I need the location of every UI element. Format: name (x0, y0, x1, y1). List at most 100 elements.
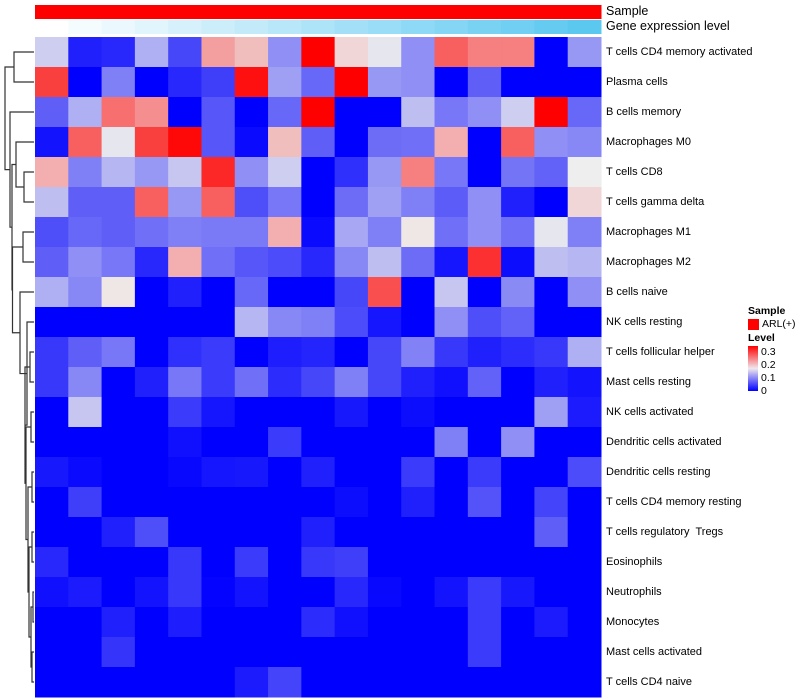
heatmap-cell (501, 667, 535, 698)
heatmap-cell (234, 607, 269, 638)
heatmap-cell (201, 547, 236, 578)
heatmap-cell (101, 667, 136, 698)
heatmap-cell (434, 277, 469, 308)
heatmap-cell (501, 97, 535, 128)
heatmap-cell (567, 397, 602, 428)
heatmap-cell (301, 547, 336, 578)
sample-annotation-cell (268, 5, 302, 19)
sample-annotation-cell (301, 5, 336, 19)
dendrogram-branch (30, 411, 34, 443)
legend-tick: 0 (761, 385, 767, 397)
heatmap-cell (301, 367, 336, 398)
heatmap-cell (234, 187, 269, 218)
heatmap-cell (68, 547, 103, 578)
heatmap-cell (101, 277, 136, 308)
gene-expression-annotation-cell (268, 20, 302, 34)
heatmap-cell (168, 547, 202, 578)
heatmap-cell (68, 247, 103, 278)
heatmap-cell (434, 337, 469, 368)
heatmap-cell (68, 37, 103, 68)
legend-sample-title: Sample (748, 305, 786, 317)
heatmap-cell (35, 577, 69, 608)
heatmap-cell (467, 487, 502, 518)
heatmap-cell (168, 577, 202, 608)
heatmap-cell (501, 37, 535, 68)
row-label: NK cells resting (606, 316, 683, 328)
heatmap-cell (334, 547, 369, 578)
heatmap-cell (268, 337, 302, 368)
heatmap-cell (434, 37, 469, 68)
sample-annotation-cell (434, 5, 469, 19)
heatmap-cell (367, 67, 402, 98)
heatmap-cell (334, 397, 369, 428)
heatmap-cell (101, 457, 136, 488)
heatmap-cell (168, 307, 202, 338)
heatmap-cell (534, 277, 569, 308)
gene-expression-annotation-cell (101, 20, 136, 34)
heatmap-cell (68, 367, 103, 398)
legend-tick: 0.2 (761, 359, 776, 371)
heatmap-cell (234, 337, 269, 368)
heatmap-cell (134, 247, 169, 278)
gene-expression-annotation-cell (434, 20, 469, 34)
heatmap-cell (234, 457, 269, 488)
heatmap-cell (101, 607, 136, 638)
heatmap-cell (301, 127, 336, 158)
heatmap-cell (501, 187, 535, 218)
gene-expression-annotation-cell (201, 20, 236, 34)
heatmap-cell (567, 277, 602, 308)
heatmap-cell (101, 37, 136, 68)
heatmap-cell (168, 67, 202, 98)
row-label: T cells gamma delta (606, 196, 705, 208)
heatmap-cell (401, 577, 436, 608)
heatmap-cell (334, 577, 369, 608)
heatmap-cell (334, 337, 369, 368)
sample-annotation-cell (101, 5, 136, 19)
heatmap-cell (334, 427, 369, 458)
heatmap-cell (68, 427, 103, 458)
heatmap-cell (268, 367, 302, 398)
gene-expression-annotation-cell (35, 20, 69, 34)
heatmap-cell (268, 427, 302, 458)
heatmap-cell (101, 487, 136, 518)
heatmap-cell (434, 127, 469, 158)
heatmap-cell (334, 97, 369, 128)
heatmap-cell (268, 247, 302, 278)
heatmap-cell (501, 577, 535, 608)
heatmap-cell (101, 397, 136, 428)
heatmap-cell (367, 37, 402, 68)
gene-expression-annotation-cell (301, 20, 336, 34)
sample-annotation-cell (567, 5, 602, 19)
legend-level-title: Level (748, 332, 775, 344)
heatmap-cell (168, 37, 202, 68)
heatmap-cell (168, 457, 202, 488)
heatmap-cell (35, 487, 69, 518)
gene-expression-annotation-cell (367, 20, 402, 34)
heatmap-cell (101, 97, 136, 128)
heatmap-cell (268, 547, 302, 578)
row-label: T cells regulatory Tregs (606, 526, 724, 538)
heatmap-cell (168, 667, 202, 698)
heatmap-cell (401, 337, 436, 368)
heatmap-cell (35, 547, 69, 578)
heatmap-cell (268, 397, 302, 428)
heatmap-cell (68, 577, 103, 608)
gene-expression-annotation-label: Gene expression level (606, 19, 730, 33)
heatmap-cell (134, 37, 169, 68)
heatmap-cell (434, 397, 469, 428)
heatmap-cell (501, 457, 535, 488)
heatmap-cell (68, 277, 103, 308)
heatmap-cell (567, 517, 602, 548)
heatmap-cell (367, 187, 402, 218)
heatmap-cell (567, 607, 602, 638)
dendrogram-branch (31, 651, 34, 683)
heatmap-cell (268, 97, 302, 128)
heatmap-cell (201, 367, 236, 398)
heatmap-cell (434, 247, 469, 278)
heatmap-cell (68, 127, 103, 158)
sample-annotation-cell (68, 5, 103, 19)
heatmap-cell (534, 517, 569, 548)
heatmap-cell (301, 397, 336, 428)
row-label: T cells CD4 memory activated (606, 46, 753, 58)
